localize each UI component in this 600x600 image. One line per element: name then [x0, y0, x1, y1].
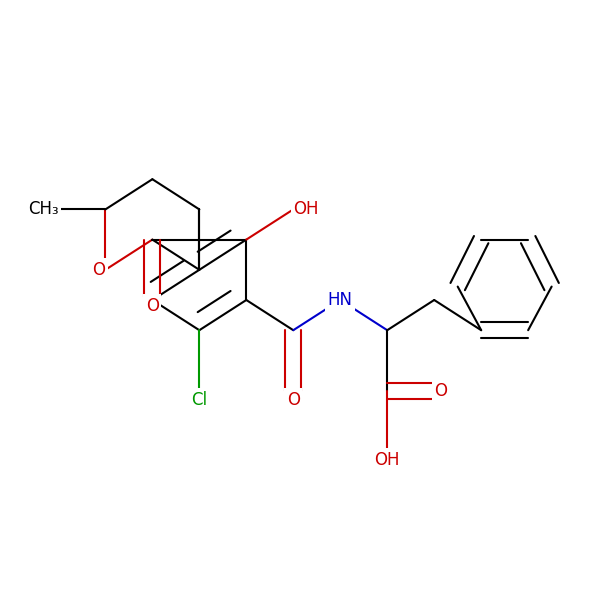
Text: O: O	[146, 296, 159, 314]
Text: O: O	[92, 261, 106, 279]
Text: O: O	[434, 382, 447, 400]
Text: Cl: Cl	[191, 391, 208, 409]
Text: HN: HN	[328, 291, 353, 309]
Text: OH: OH	[293, 200, 319, 218]
Text: CH₃: CH₃	[28, 200, 58, 218]
Text: OH: OH	[374, 451, 400, 469]
Text: O: O	[287, 391, 300, 409]
